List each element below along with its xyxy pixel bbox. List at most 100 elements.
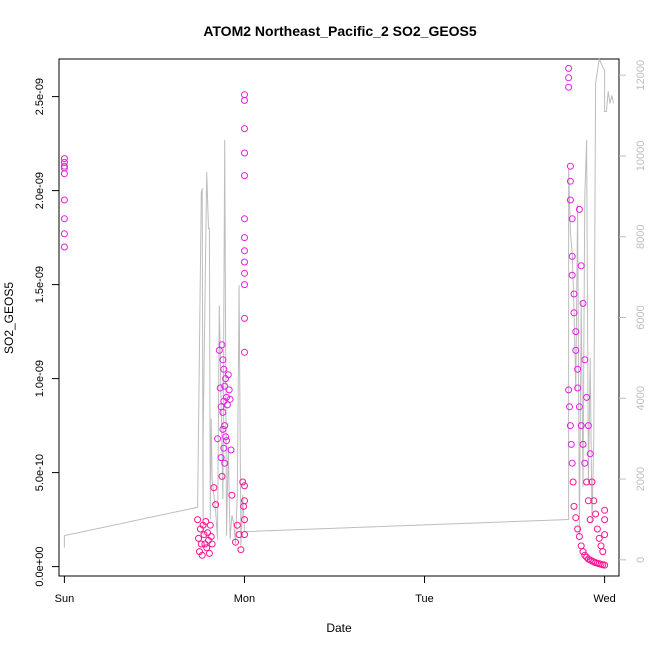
y2-tick-label: 12000	[635, 60, 647, 91]
data-point	[198, 551, 206, 559]
data-point	[579, 548, 587, 556]
data-point	[227, 446, 235, 454]
data-point	[241, 348, 248, 356]
data-point	[572, 328, 580, 336]
data-point	[221, 422, 229, 430]
data-point	[223, 437, 230, 445]
data-point	[588, 478, 596, 486]
data-point	[241, 314, 248, 322]
data-point	[565, 83, 573, 91]
data-point	[235, 531, 243, 539]
y2-axis: 0 2000 4000 6000 8000 10000 12000	[619, 60, 647, 563]
data-point	[233, 521, 241, 529]
data-point	[566, 403, 573, 411]
data-point	[574, 384, 582, 392]
data-point	[226, 395, 234, 403]
data-point	[223, 401, 231, 409]
data-point	[567, 440, 575, 448]
y2-tick-label: 4000	[635, 386, 647, 410]
data-point	[216, 384, 224, 392]
data-point	[195, 534, 202, 542]
data-point	[565, 74, 573, 82]
x-tick-label: Mon	[234, 593, 255, 605]
data-point	[222, 433, 230, 441]
data-point	[583, 478, 591, 486]
data-point	[241, 281, 248, 289]
data-point	[224, 371, 232, 379]
y2-tick-label: 10000	[635, 141, 647, 172]
data-point	[214, 435, 221, 443]
data-point	[597, 542, 605, 550]
data-point	[60, 230, 68, 238]
data-point	[581, 356, 589, 364]
data-point	[241, 125, 248, 133]
data-point	[221, 459, 229, 467]
data-point	[572, 514, 580, 522]
chart-title: ATOM2 Northeast_Pacific_2 SO2_GEOS5	[203, 23, 477, 39]
data-point	[566, 162, 574, 170]
data-point	[583, 393, 591, 401]
data-point	[60, 196, 68, 204]
data-point	[204, 529, 212, 537]
data-point	[592, 510, 600, 518]
data-point	[241, 269, 248, 277]
y-tick-label: 1.0e-09	[34, 360, 46, 397]
data-point	[601, 516, 609, 524]
data-point	[568, 252, 576, 260]
data-point	[201, 540, 209, 548]
x-axis: Sun Mon Tue Wed	[55, 576, 616, 605]
data-point	[574, 525, 582, 533]
data-point	[584, 497, 592, 505]
data-point	[241, 531, 248, 539]
x-axis-label: Date	[326, 621, 352, 635]
data-point	[575, 205, 583, 213]
y-tick-label: 1.5e-09	[34, 266, 46, 303]
data-point	[60, 215, 68, 223]
data-point	[241, 96, 248, 104]
data-point	[601, 561, 609, 569]
data-point	[577, 262, 585, 270]
y-tick-label: 2.0e-09	[34, 172, 46, 209]
data-point	[601, 531, 609, 539]
data-point	[219, 356, 227, 364]
y2-tick-label: 6000	[635, 305, 647, 329]
data-point	[566, 422, 574, 430]
y2-tick-label: 0	[635, 557, 647, 563]
data-point	[599, 548, 607, 556]
data-point	[572, 346, 580, 354]
data-point	[220, 397, 228, 405]
data-point	[586, 516, 594, 524]
data-point	[215, 346, 223, 354]
y-tick-label: 2.5e-09	[34, 78, 46, 115]
series-layer	[60, 57, 615, 569]
x-tick-label: Wed	[593, 593, 615, 605]
data-point	[566, 196, 574, 204]
data-point	[241, 215, 248, 223]
data-point	[60, 155, 68, 163]
data-point	[570, 309, 578, 317]
y-tick-label: 5.0e-10	[34, 454, 46, 491]
data-point	[197, 540, 205, 548]
data-point	[210, 484, 218, 492]
data-point	[568, 459, 576, 467]
y-axis: 0.0e+00 5.0e-10 1.0e-09 1.5e-09 2.0e-09 2.5e-…	[34, 78, 59, 587]
data-point	[579, 440, 587, 448]
y2-tick-label: 8000	[635, 224, 647, 248]
data-point	[579, 299, 587, 307]
data-point	[241, 258, 248, 266]
data-point	[581, 459, 589, 467]
data-point	[221, 382, 229, 390]
data-point	[60, 243, 68, 251]
x-tick-label: Tue	[415, 593, 434, 605]
data-point	[586, 450, 594, 458]
data-point	[241, 482, 248, 490]
data-point	[575, 533, 583, 540]
data-point	[218, 472, 226, 480]
data-point	[241, 516, 248, 524]
data-point	[60, 170, 68, 178]
data-point	[593, 525, 601, 533]
y2-tick-label: 2000	[635, 467, 647, 491]
data-point	[205, 549, 213, 557]
data-point	[601, 506, 609, 514]
data-point	[241, 172, 248, 180]
